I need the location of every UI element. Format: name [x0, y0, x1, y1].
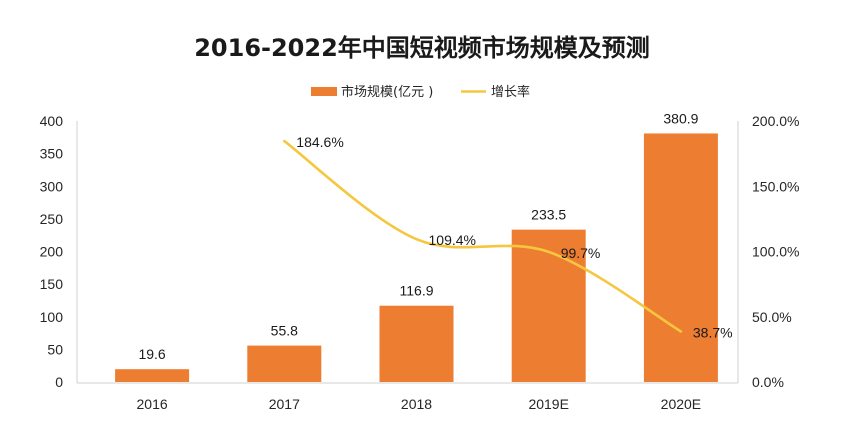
x-tick-label: 2016 [137, 396, 168, 412]
y-tick-label: 200 [40, 244, 64, 260]
legend-label-market-size: 市场规模(亿元 ) [341, 84, 433, 100]
y-tick-label: 50 [47, 341, 63, 357]
growth-rate-line [283, 139, 683, 333]
bar-value-label: 55.8 [271, 323, 298, 339]
x-tick-label: 2017 [269, 396, 300, 412]
axes [76, 121, 739, 384]
x-tick-label: 2020E [661, 396, 701, 412]
y2-tick-label: 50.0% [752, 309, 792, 325]
legend: 市场规模(亿元 ) 增长率 [311, 84, 530, 100]
line-series [283, 139, 683, 333]
bar-data-labels: 19.6 55.8 116.9 233.5 380.9 [138, 110, 698, 362]
chart-title: 2016-2022年中国短视频市场规模及预测 [194, 34, 650, 62]
line-data-labels: 184.6% 109.4% 99.7% 38.7% [296, 134, 732, 340]
legend-swatch-market-size [311, 87, 337, 96]
bar-series [115, 133, 718, 382]
y2-tick-label: 150.0% [752, 178, 799, 194]
right-axis-ticks: 0.0% 50.0% 100.0% 150.0% 200.0% [752, 113, 799, 390]
bar [247, 345, 322, 382]
bar-value-label: 380.9 [663, 110, 698, 126]
line-value-label: 99.7% [561, 245, 601, 261]
y-tick-label: 0 [55, 374, 63, 390]
bar [115, 369, 190, 382]
bar [511, 229, 586, 382]
left-axis-ticks: 0 50 100 150 200 250 300 350 400 [40, 113, 64, 390]
bar [379, 305, 454, 382]
y2-tick-label: 100.0% [752, 244, 799, 260]
x-tick-label: 2018 [401, 396, 432, 412]
bar [643, 133, 718, 382]
legend-label-growth-rate: 增长率 [491, 84, 530, 100]
x-axis-ticks: 2016 2017 2018 2019E 2020E [137, 396, 702, 412]
bar-value-label: 116.9 [400, 283, 434, 299]
y-tick-label: 150 [40, 276, 64, 292]
y-tick-label: 250 [40, 211, 64, 227]
line-value-label: 184.6% [296, 134, 343, 150]
line-value-label: 38.7% [693, 324, 733, 340]
y-tick-label: 100 [40, 309, 64, 325]
y2-tick-label: 0.0% [752, 374, 784, 390]
bar-value-label: 19.6 [138, 346, 165, 362]
y2-tick-label: 200.0% [752, 113, 799, 129]
bar-value-label: 233.5 [531, 207, 566, 223]
y-tick-label: 350 [40, 146, 64, 162]
line-value-label: 109.4% [429, 232, 476, 248]
y-tick-label: 400 [40, 113, 64, 129]
x-tick-label: 2019E [528, 396, 568, 412]
y-tick-label: 300 [40, 178, 64, 194]
